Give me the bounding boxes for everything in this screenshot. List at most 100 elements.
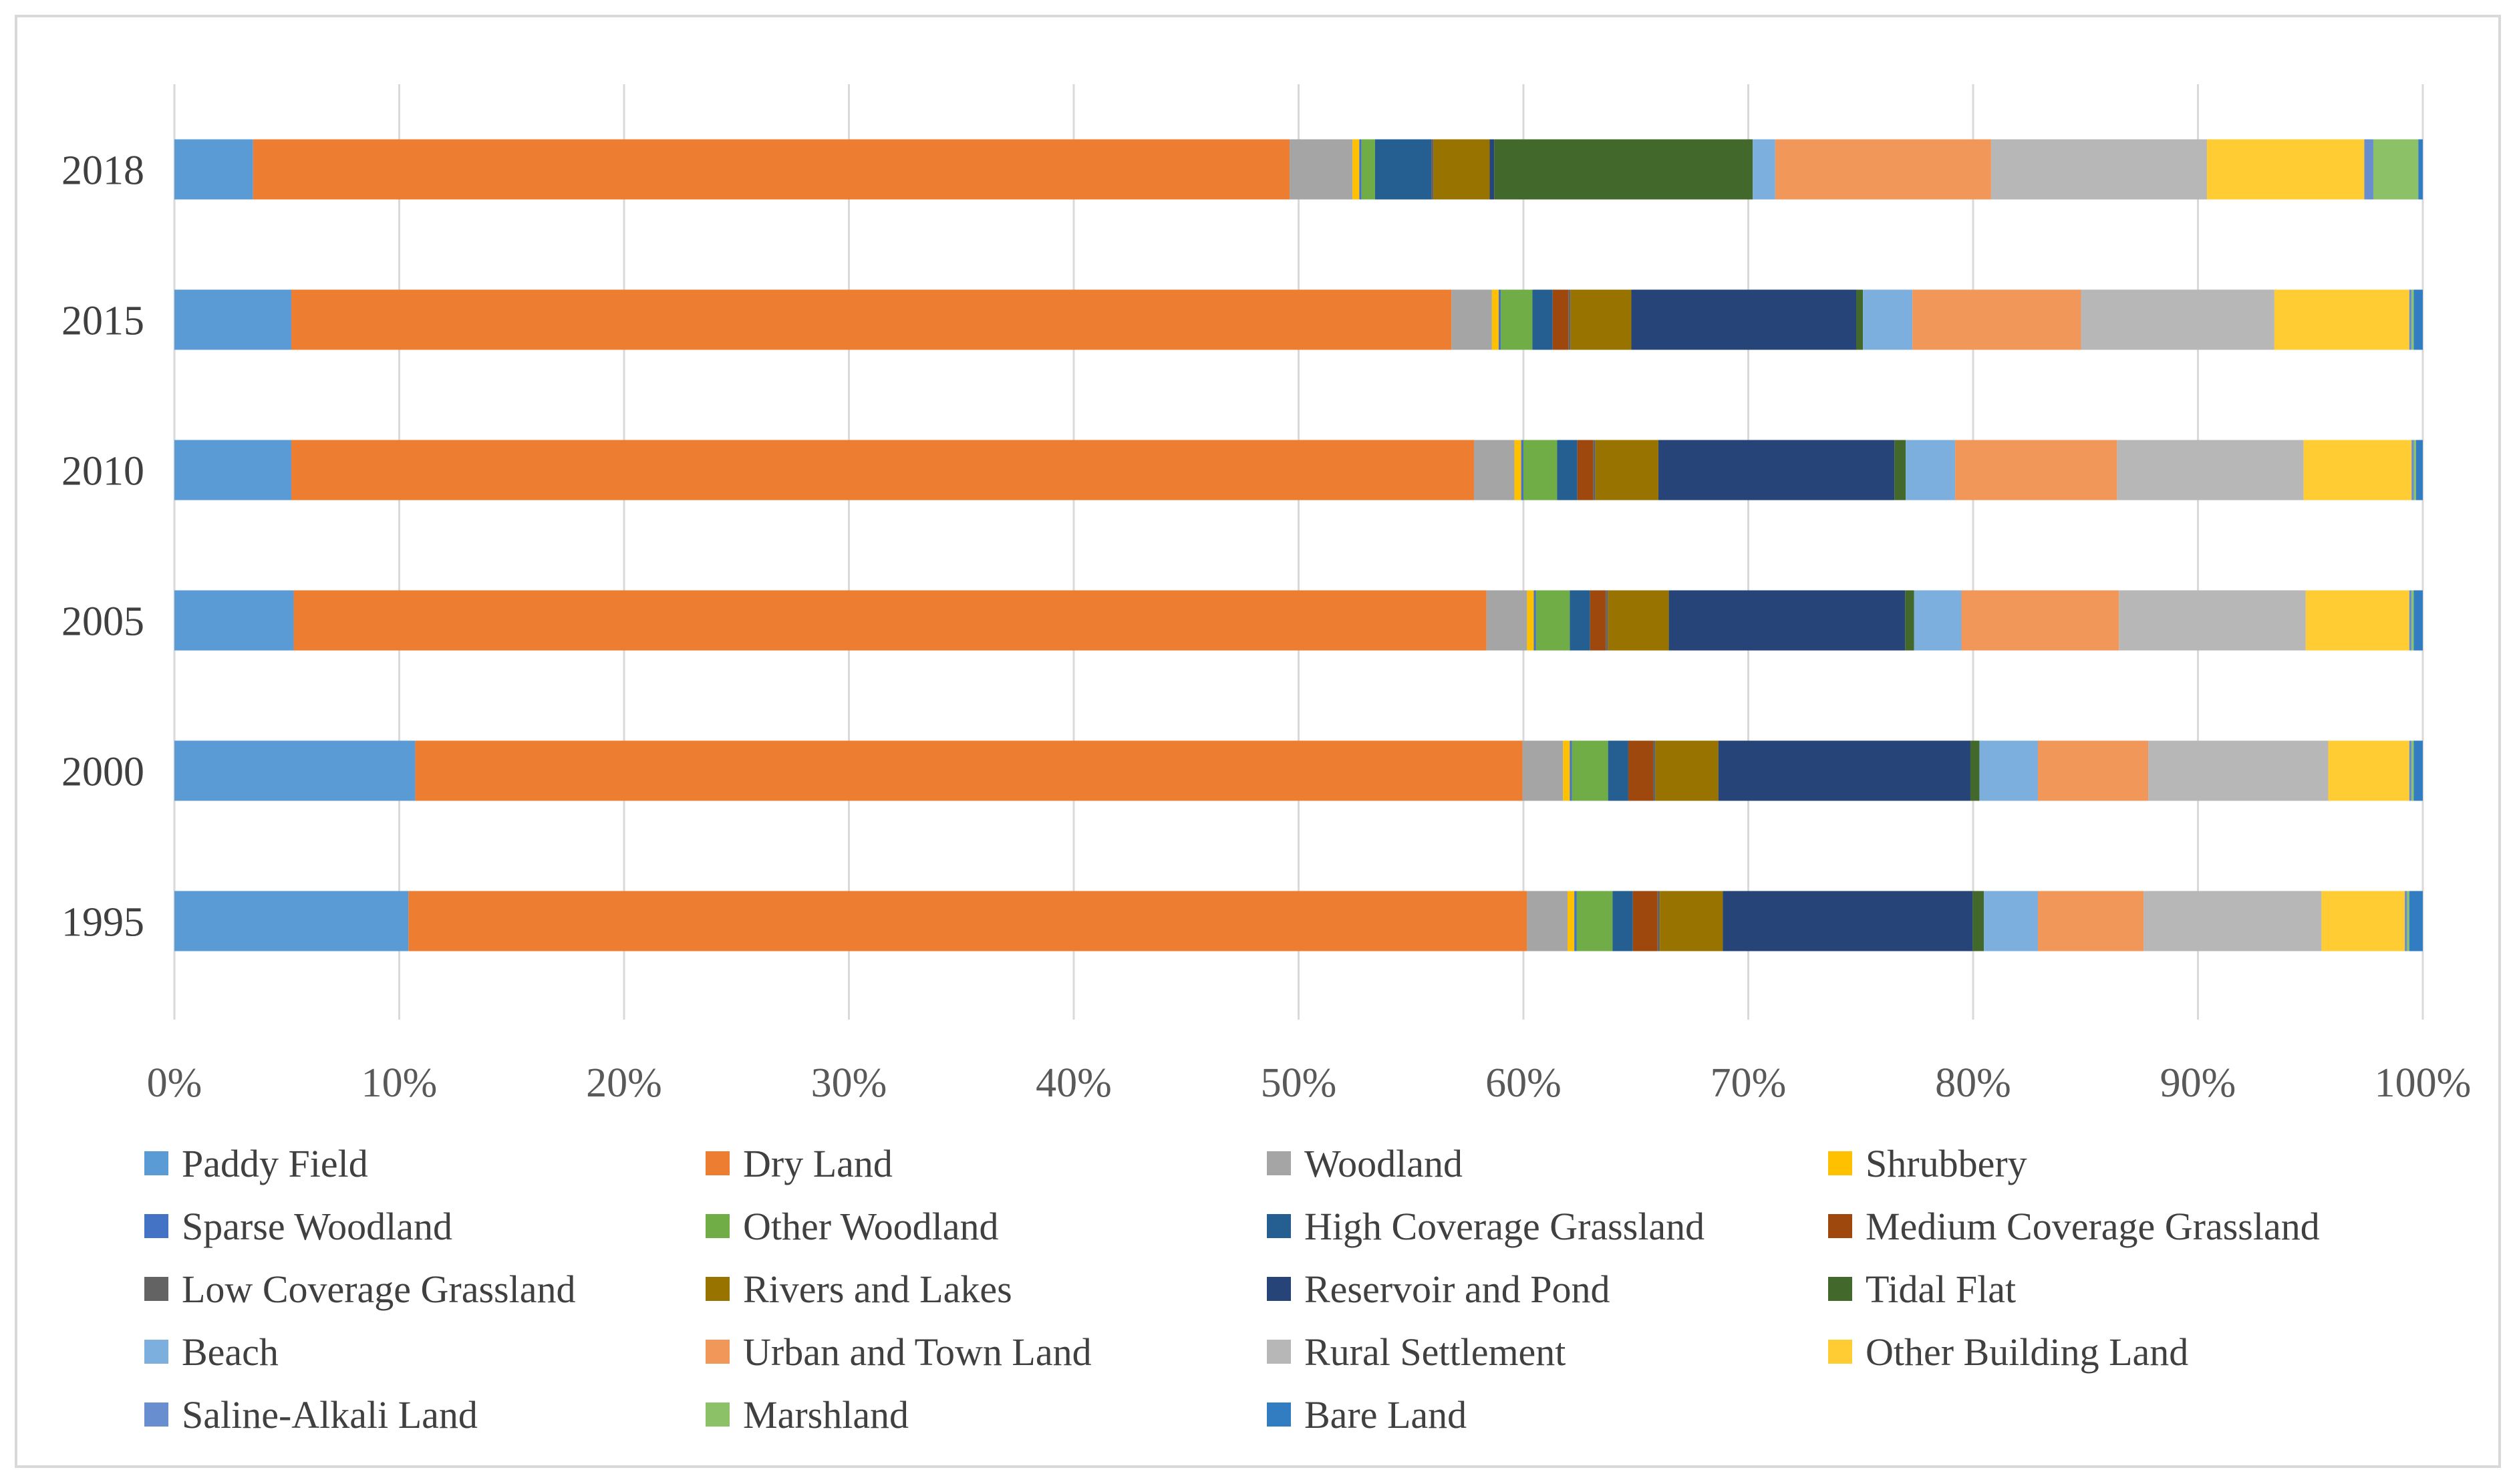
bar-segment bbox=[1990, 139, 2207, 200]
legend-label: High Coverage Grassland bbox=[1304, 1205, 1705, 1248]
bar-segment bbox=[2303, 440, 2412, 500]
bar-segment bbox=[1522, 740, 1564, 801]
bar-segment bbox=[174, 590, 294, 651]
legend-label: Dry Land bbox=[743, 1142, 893, 1185]
bar-segment bbox=[174, 139, 253, 200]
legend-swatch bbox=[1267, 1214, 1291, 1238]
x-tick-label: 90% bbox=[2160, 1060, 2236, 1106]
bar-segment bbox=[2206, 139, 2365, 200]
bar-segment bbox=[1914, 590, 1962, 651]
bar-segment bbox=[1912, 289, 2081, 350]
bar-segment bbox=[291, 440, 1474, 500]
category-label: 1995 bbox=[61, 900, 144, 945]
legend-swatch bbox=[706, 1277, 730, 1301]
bar-segment bbox=[2274, 289, 2409, 350]
bar-segment bbox=[1631, 289, 1857, 350]
bar-segment bbox=[1590, 590, 1606, 651]
bar-segment bbox=[2328, 740, 2409, 801]
legend-label: Paddy Field bbox=[182, 1142, 368, 1185]
bar-segment bbox=[1521, 440, 1523, 500]
bar-segment bbox=[2321, 891, 2405, 951]
bar-segment bbox=[1668, 590, 1906, 651]
legend-label: Saline-Alkali Land bbox=[182, 1393, 478, 1437]
bar-segment bbox=[1514, 440, 1521, 500]
bar-segment bbox=[1628, 740, 1654, 801]
bar-segment bbox=[1753, 139, 1775, 200]
bar-segment bbox=[1608, 590, 1669, 651]
bar-segment bbox=[1527, 590, 1534, 651]
x-tick-label: 80% bbox=[1935, 1060, 2011, 1106]
bar-segment bbox=[1523, 440, 1558, 500]
legend-label: Urban and Town Land bbox=[743, 1330, 1092, 1374]
bar-segment bbox=[2373, 139, 2419, 200]
bar-segment bbox=[2143, 891, 2322, 951]
bar-segment bbox=[1361, 139, 1375, 200]
bar-segment bbox=[1431, 139, 1434, 200]
x-tick-label: 10% bbox=[361, 1060, 438, 1106]
bar-segment bbox=[2411, 440, 2414, 500]
bar-segment bbox=[2409, 289, 2412, 350]
bar-segment bbox=[1494, 139, 1753, 200]
x-tick-label: 30% bbox=[811, 1060, 887, 1106]
bar-segment bbox=[2409, 891, 2423, 951]
legend-swatch bbox=[706, 1151, 730, 1175]
stacked-bar-chart: 0% 10% 20% 30% 40% 50% 60% 70% 80% 90% 100% 2018 201… bbox=[61, 84, 2471, 1437]
bar-segment bbox=[1552, 289, 1569, 350]
bar-segment bbox=[1491, 289, 1499, 350]
bar-segment bbox=[1570, 289, 1632, 350]
bar-segment bbox=[1970, 740, 1980, 801]
bar-segment bbox=[1570, 740, 1572, 801]
bar-segment bbox=[174, 740, 416, 801]
legend-swatch bbox=[1828, 1151, 1852, 1175]
bar-segment bbox=[2413, 440, 2416, 500]
legend-swatch bbox=[706, 1214, 730, 1238]
gridlines bbox=[173, 84, 2424, 1020]
legend-swatch bbox=[1267, 1151, 1291, 1175]
bar-segment bbox=[1606, 590, 1608, 651]
bar-segment bbox=[1906, 440, 1956, 500]
bar-segment bbox=[1608, 740, 1628, 801]
bar-segment bbox=[1501, 289, 1533, 350]
bar-segment bbox=[2411, 590, 2414, 651]
bar-segment bbox=[2038, 891, 2144, 951]
bar-segment bbox=[1775, 139, 1991, 200]
bar-segment bbox=[1533, 590, 1536, 651]
legend-label: Shrubbery bbox=[1866, 1142, 2027, 1185]
bar-segment bbox=[2405, 891, 2407, 951]
legend-swatch bbox=[1828, 1214, 1852, 1238]
bar-segment bbox=[1577, 440, 1594, 500]
bar-segment bbox=[1595, 440, 1658, 500]
bar-segment bbox=[2411, 289, 2414, 350]
bar-segment bbox=[2418, 139, 2423, 200]
legend-label: Rivers and Lakes bbox=[743, 1268, 1012, 1311]
bar-segment bbox=[2415, 440, 2423, 500]
category-label: 2000 bbox=[61, 750, 144, 795]
legend-label: Reservoir and Pond bbox=[1304, 1268, 1610, 1311]
bar-segment bbox=[291, 289, 1452, 350]
legend-label: Sparse Woodland bbox=[182, 1205, 452, 1248]
bar-segment bbox=[1563, 740, 1570, 801]
bar-segment bbox=[1473, 440, 1515, 500]
legend-label: Other Building Land bbox=[1866, 1330, 2188, 1374]
bar-segment bbox=[2413, 289, 2423, 350]
bar-segment bbox=[1863, 289, 1913, 350]
legend-swatch bbox=[1828, 1277, 1852, 1301]
legend-swatch bbox=[1267, 1340, 1291, 1364]
bar-segment bbox=[174, 440, 291, 500]
legend-swatch bbox=[144, 1277, 168, 1301]
bar-segment bbox=[253, 139, 1290, 200]
bar-segment bbox=[1984, 891, 2039, 951]
bar-segment bbox=[2409, 590, 2412, 651]
category-label: 2005 bbox=[61, 599, 144, 645]
x-tick-label: 0% bbox=[147, 1060, 202, 1106]
bar-segment bbox=[1955, 440, 2117, 500]
bar-segment bbox=[2117, 440, 2304, 500]
legend-swatch bbox=[1267, 1402, 1291, 1427]
bars bbox=[174, 139, 2423, 951]
bar-segment bbox=[2409, 740, 2412, 801]
category-label: 2015 bbox=[61, 299, 144, 344]
bar-segment bbox=[1568, 891, 1575, 951]
bar-segment bbox=[1655, 740, 1719, 801]
bar-segment bbox=[1576, 891, 1613, 951]
axes: 0% 10% 20% 30% 40% 50% 60% 70% 80% 90% 100% 2018 201… bbox=[61, 148, 2471, 1106]
